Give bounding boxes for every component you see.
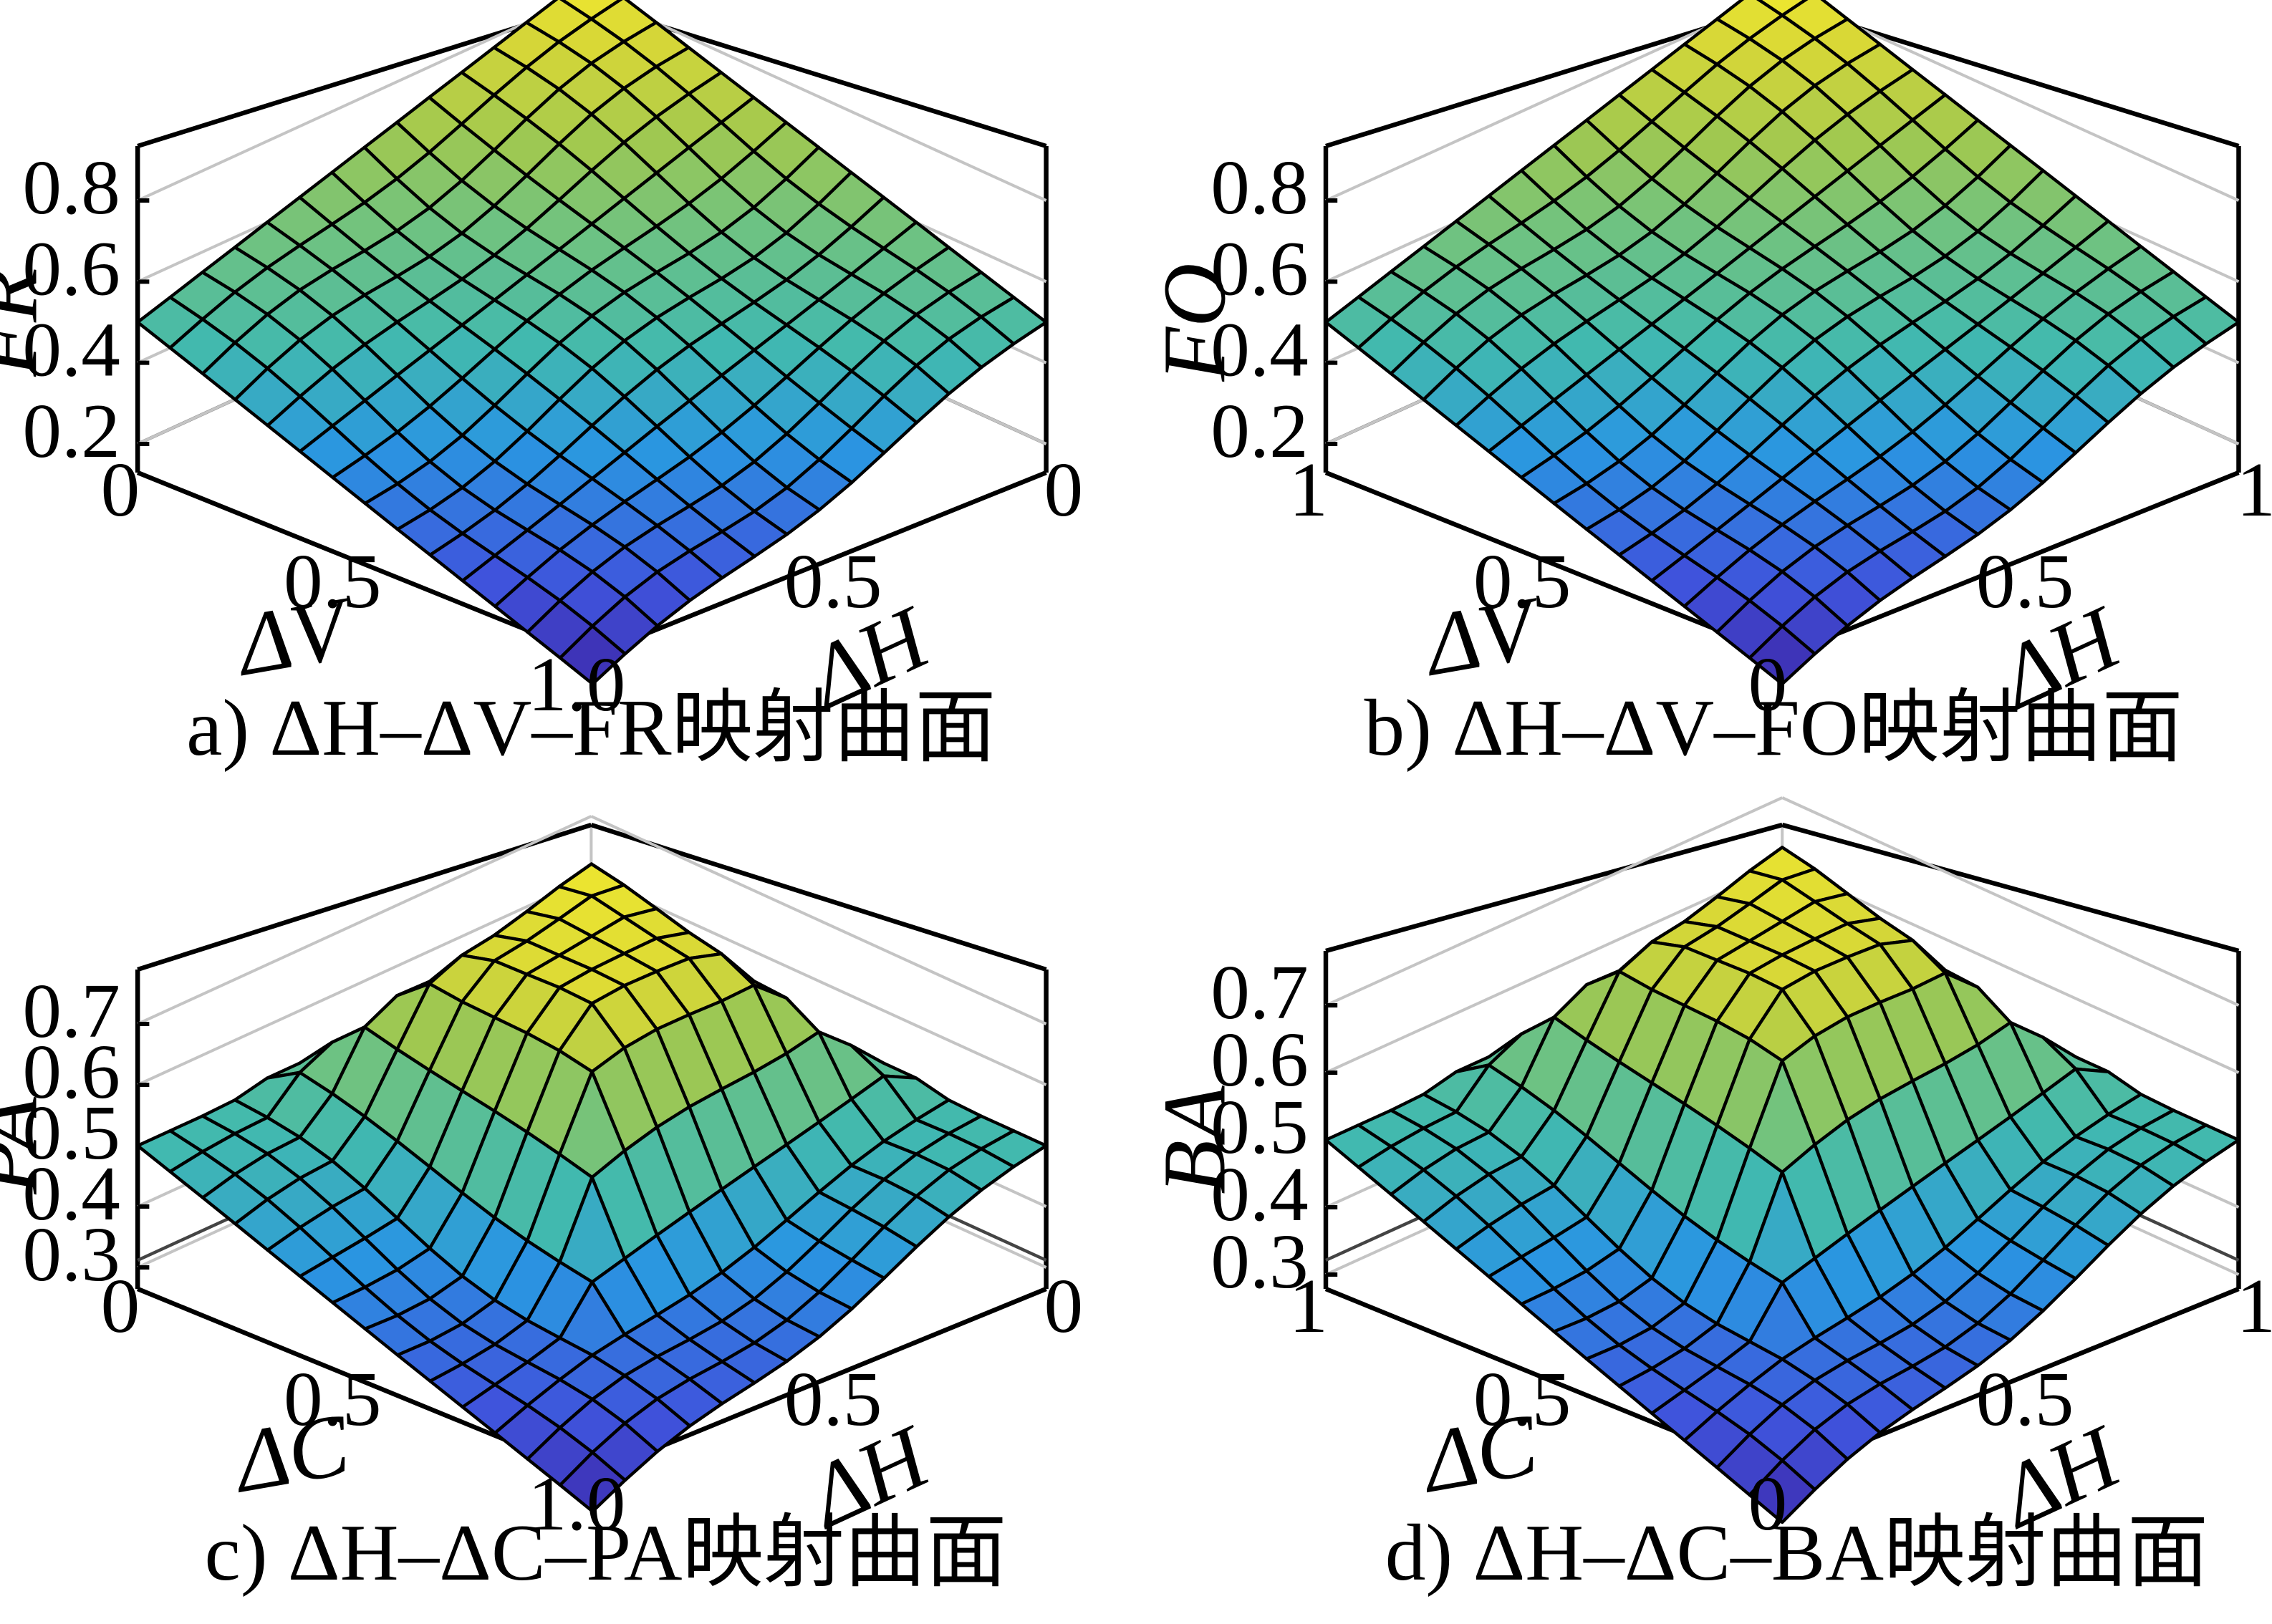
surface-cell <box>558 1451 627 1514</box>
z-axis-label: FR <box>0 268 56 377</box>
y-tick-label: 0 <box>101 448 140 533</box>
z-tick-label: 0.2 <box>1210 389 1309 474</box>
x-tick-label: 0.5 <box>784 1357 882 1442</box>
y-tick-label: 0.5 <box>284 539 382 624</box>
z-tick-label: 0.4 <box>1210 1152 1309 1237</box>
x-tick-label: 0.5 <box>784 539 882 624</box>
z-tick-label: 0.5 <box>1210 1085 1309 1170</box>
z-tick-label: 0.4 <box>22 307 120 392</box>
y-axis-label: ΔC <box>224 1394 357 1511</box>
surface-mesh <box>135 862 1048 1514</box>
y-tick-label: 1.0 <box>528 1461 626 1547</box>
z-tick-label: 0.6 <box>22 226 120 311</box>
x-tick-label: 0.5 <box>1976 539 2074 624</box>
y-tick-label: 1 <box>1289 1264 1328 1349</box>
y-tick-label: 0.5 <box>1473 539 1571 624</box>
z-tick-label: 0.5 <box>22 1091 120 1176</box>
panel-caption: a) ΔH–ΔV–FR映射曲面 <box>186 685 996 773</box>
z-tick-label: 0.3 <box>22 1212 120 1297</box>
y-axis-label: ΔC <box>1412 1394 1546 1511</box>
surface-mesh <box>1324 0 2240 686</box>
z-tick-label: 0.8 <box>22 145 120 231</box>
z-tick-label: 0.6 <box>1210 1018 1309 1103</box>
z-tick-label: 0.8 <box>1210 145 1309 231</box>
surface-cell <box>558 624 627 686</box>
panel-caption: d) ΔH–ΔC–BA映射曲面 <box>1385 1509 2208 1598</box>
z-axis-label: BA <box>1145 1085 1244 1194</box>
y-tick-label: 0 <box>101 1264 140 1349</box>
surface-mesh <box>1324 846 2240 1524</box>
y-tick-label: 0.5 <box>284 1357 382 1442</box>
z-tick-label: 0.7 <box>1210 950 1309 1035</box>
surface-cell <box>1748 1459 1816 1524</box>
panel-caption: c) ΔH–ΔC–PA映射曲面 <box>205 1509 1007 1598</box>
z-tick-label: 0.4 <box>1210 307 1309 392</box>
z-tick-label: 0.4 <box>22 1151 120 1237</box>
x-tick-label: 1 <box>2236 1264 2272 1349</box>
x-tick-label: 0 <box>1044 1264 1084 1349</box>
y-tick-label: 0 <box>1748 642 1788 728</box>
z-axis-label: FO <box>1145 263 1244 382</box>
x-tick-label: 1 <box>2236 448 2272 533</box>
x-tick-label: 0 <box>1044 448 1084 533</box>
y-tick-label: 0.5 <box>1473 1357 1571 1442</box>
y-tick-label: 1 <box>1289 448 1328 533</box>
z-axis-label: PA <box>0 1096 56 1194</box>
y-tick-label: 1.0 <box>528 642 626 728</box>
panel-caption: b) ΔH–ΔV–FO映射曲面 <box>1364 685 2183 773</box>
z-tick-label: 0.3 <box>1210 1219 1309 1305</box>
x-tick-label: 0.5 <box>1976 1357 2074 1442</box>
surface-cell <box>1748 624 1816 686</box>
z-tick-label: 0.6 <box>22 1030 120 1115</box>
z-tick-label: 0.7 <box>22 969 120 1054</box>
surface-mesh <box>135 0 1048 686</box>
z-tick-label: 0.6 <box>1210 226 1309 311</box>
z-tick-label: 0.2 <box>22 389 120 474</box>
y-tick-label: 0 <box>1748 1461 1788 1547</box>
